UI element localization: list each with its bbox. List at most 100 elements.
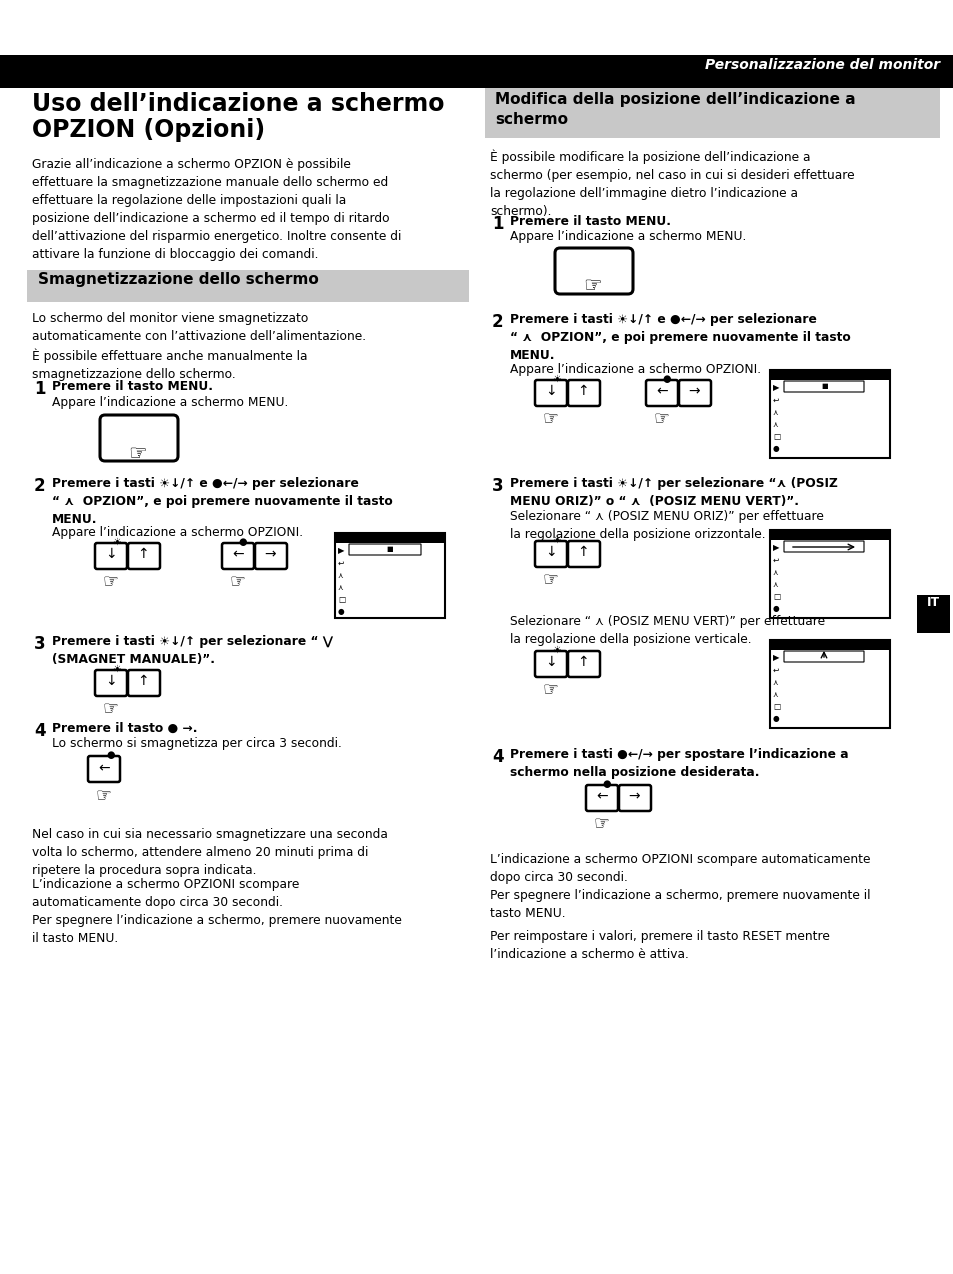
Text: ←: ← — [656, 383, 667, 397]
Text: ⋏: ⋏ — [772, 420, 778, 429]
Text: ↓: ↓ — [544, 655, 557, 669]
Text: ▶: ▶ — [772, 383, 779, 392]
Text: 2: 2 — [492, 313, 503, 331]
FancyBboxPatch shape — [335, 533, 444, 618]
Text: ☞: ☞ — [542, 680, 558, 698]
Text: ↑: ↑ — [137, 547, 149, 561]
Text: Appare l’indicazione a schermo OPZIONI.: Appare l’indicazione a schermo OPZIONI. — [510, 363, 760, 376]
Text: ↑: ↑ — [577, 383, 588, 397]
Text: ☀: ☀ — [552, 645, 560, 655]
Text: Appare l’indicazione a schermo OPZIONI.: Appare l’indicazione a schermo OPZIONI. — [52, 526, 303, 539]
Text: ●: ● — [772, 604, 779, 613]
Text: □: □ — [772, 592, 780, 601]
Text: Modifica della posizione dell’indicazione a
schermo: Modifica della posizione dell’indicazion… — [495, 92, 855, 127]
Text: ☞: ☞ — [96, 786, 112, 804]
FancyBboxPatch shape — [769, 369, 889, 457]
Text: ●: ● — [107, 750, 115, 761]
Text: 4: 4 — [492, 748, 503, 766]
Text: Appare l’indicazione a schermo MENU.: Appare l’indicazione a schermo MENU. — [510, 231, 745, 243]
Text: ↑: ↑ — [577, 545, 588, 559]
Text: ▶: ▶ — [772, 654, 779, 662]
Text: ⋏: ⋏ — [772, 580, 778, 589]
Text: Lo schermo si smagnetizza per circa 3 secondi.: Lo schermo si smagnetizza per circa 3 se… — [52, 736, 341, 750]
Text: □: □ — [337, 595, 345, 604]
Bar — [769, 530, 889, 540]
FancyBboxPatch shape — [128, 543, 160, 569]
Text: Premere il tasto MENU.: Premere il tasto MENU. — [52, 380, 213, 392]
Text: ☀: ☀ — [112, 538, 121, 547]
Text: 1: 1 — [492, 215, 503, 233]
Text: ⋏: ⋏ — [772, 408, 778, 417]
FancyBboxPatch shape — [88, 755, 120, 782]
Text: L’indicazione a schermo OPZIONI scompare
automaticamente dopo circa 30 secondi.
: L’indicazione a schermo OPZIONI scompare… — [32, 878, 401, 945]
Text: ☞: ☞ — [103, 572, 119, 590]
Text: ☀: ☀ — [112, 664, 121, 674]
Text: ↩: ↩ — [772, 555, 779, 564]
Text: Premere i tasti ☀↓/↑ per selezionare “⋏ (POSIZ
MENU ORIZ)” o “ ⋏  (POSIZ MENU VE: Premere i tasti ☀↓/↑ per selezionare “⋏ … — [510, 476, 837, 508]
Text: ●: ● — [772, 713, 779, 724]
Text: ⋏: ⋏ — [337, 571, 343, 580]
Text: ☞: ☞ — [653, 409, 669, 427]
Text: Selezionare “ ⋏ (POSIZ MENU ORIZ)” per effettuare
la regolazione della posizione: Selezionare “ ⋏ (POSIZ MENU ORIZ)” per e… — [510, 510, 823, 541]
Text: □: □ — [772, 432, 780, 441]
FancyBboxPatch shape — [95, 543, 127, 569]
Text: ↩: ↩ — [772, 396, 779, 405]
Text: Lo schermo del monitor viene smagnetizzato
automaticamente con l’attivazione del: Lo schermo del monitor viene smagnetizza… — [32, 312, 366, 381]
Text: Premere i tasti ☀↓/↑ per selezionare “ ⋁
(SMAGNET MANUALE)”.: Premere i tasti ☀↓/↑ per selezionare “ ⋁… — [52, 634, 333, 666]
Text: →: → — [627, 789, 639, 803]
Bar — [335, 533, 444, 543]
Bar — [484, 88, 939, 138]
Text: Smagnetizzazione dello schermo: Smagnetizzazione dello schermo — [38, 273, 318, 287]
Text: ■: ■ — [821, 383, 827, 389]
FancyBboxPatch shape — [783, 541, 863, 552]
Text: ↓: ↓ — [105, 547, 116, 561]
Text: ●: ● — [662, 375, 671, 383]
Text: ☞: ☞ — [594, 814, 609, 832]
Text: ←: ← — [98, 761, 110, 775]
Text: Premere il tasto ● →.: Premere il tasto ● →. — [52, 722, 197, 735]
Text: ☀: ☀ — [552, 535, 560, 545]
FancyBboxPatch shape — [567, 651, 599, 676]
FancyBboxPatch shape — [535, 541, 566, 567]
FancyBboxPatch shape — [254, 543, 287, 569]
Text: OPZION (Opzioni): OPZION (Opzioni) — [32, 118, 265, 141]
Text: Premere i tasti ☀↓/↑ e ●←/→ per selezionare
“ ⋏  OPZION”, e poi premere nuovamen: Premere i tasti ☀↓/↑ e ●←/→ per selezion… — [52, 476, 393, 526]
FancyBboxPatch shape — [95, 670, 127, 696]
Text: 3: 3 — [492, 476, 503, 496]
Text: ☞: ☞ — [542, 409, 558, 427]
Text: ↓: ↓ — [105, 674, 116, 688]
Text: ⋏: ⋏ — [772, 568, 778, 577]
Text: ⋏: ⋏ — [772, 691, 778, 699]
FancyBboxPatch shape — [555, 248, 633, 294]
FancyBboxPatch shape — [769, 640, 889, 727]
Bar — [916, 595, 949, 633]
FancyBboxPatch shape — [567, 380, 599, 406]
FancyBboxPatch shape — [535, 380, 566, 406]
Text: Premere i tasti ☀↓/↑ e ●←/→ per selezionare
“ ⋏  OPZION”, e poi premere nuovamen: Premere i tasti ☀↓/↑ e ●←/→ per selezion… — [510, 313, 850, 362]
FancyBboxPatch shape — [679, 380, 710, 406]
Text: ↓: ↓ — [544, 545, 557, 559]
Text: ←: ← — [596, 789, 607, 803]
FancyBboxPatch shape — [585, 785, 618, 812]
Text: ☀: ☀ — [552, 375, 560, 383]
Text: Per reimpostare i valori, premere il tasto RESET mentre
l’indicazione a schermo : Per reimpostare i valori, premere il tas… — [490, 930, 829, 961]
FancyBboxPatch shape — [645, 380, 678, 406]
FancyBboxPatch shape — [349, 544, 420, 555]
Bar — [27, 270, 469, 302]
Text: È possibile modificare la posizione dell’indicazione a
schermo (per esempio, nel: È possibile modificare la posizione dell… — [490, 150, 854, 219]
Text: →: → — [687, 383, 700, 397]
FancyBboxPatch shape — [100, 415, 178, 461]
Text: ↩: ↩ — [772, 666, 779, 675]
Text: ↑: ↑ — [137, 674, 149, 688]
Text: ⋏: ⋏ — [772, 678, 778, 687]
Bar — [769, 640, 889, 650]
Text: □: □ — [772, 702, 780, 711]
Text: Selezionare “ ⋏ (POSIZ MENU VERT)” per effettuare
la regolazione della posizione: Selezionare “ ⋏ (POSIZ MENU VERT)” per e… — [510, 615, 824, 646]
Text: Premere il tasto MENU.: Premere il tasto MENU. — [510, 215, 670, 228]
Text: Appare l’indicazione a schermo MENU.: Appare l’indicazione a schermo MENU. — [52, 396, 288, 409]
Text: ☞: ☞ — [583, 276, 601, 296]
Text: ☞: ☞ — [230, 572, 246, 590]
FancyBboxPatch shape — [783, 651, 863, 662]
Text: ↓: ↓ — [544, 383, 557, 397]
Text: ●: ● — [238, 538, 247, 547]
